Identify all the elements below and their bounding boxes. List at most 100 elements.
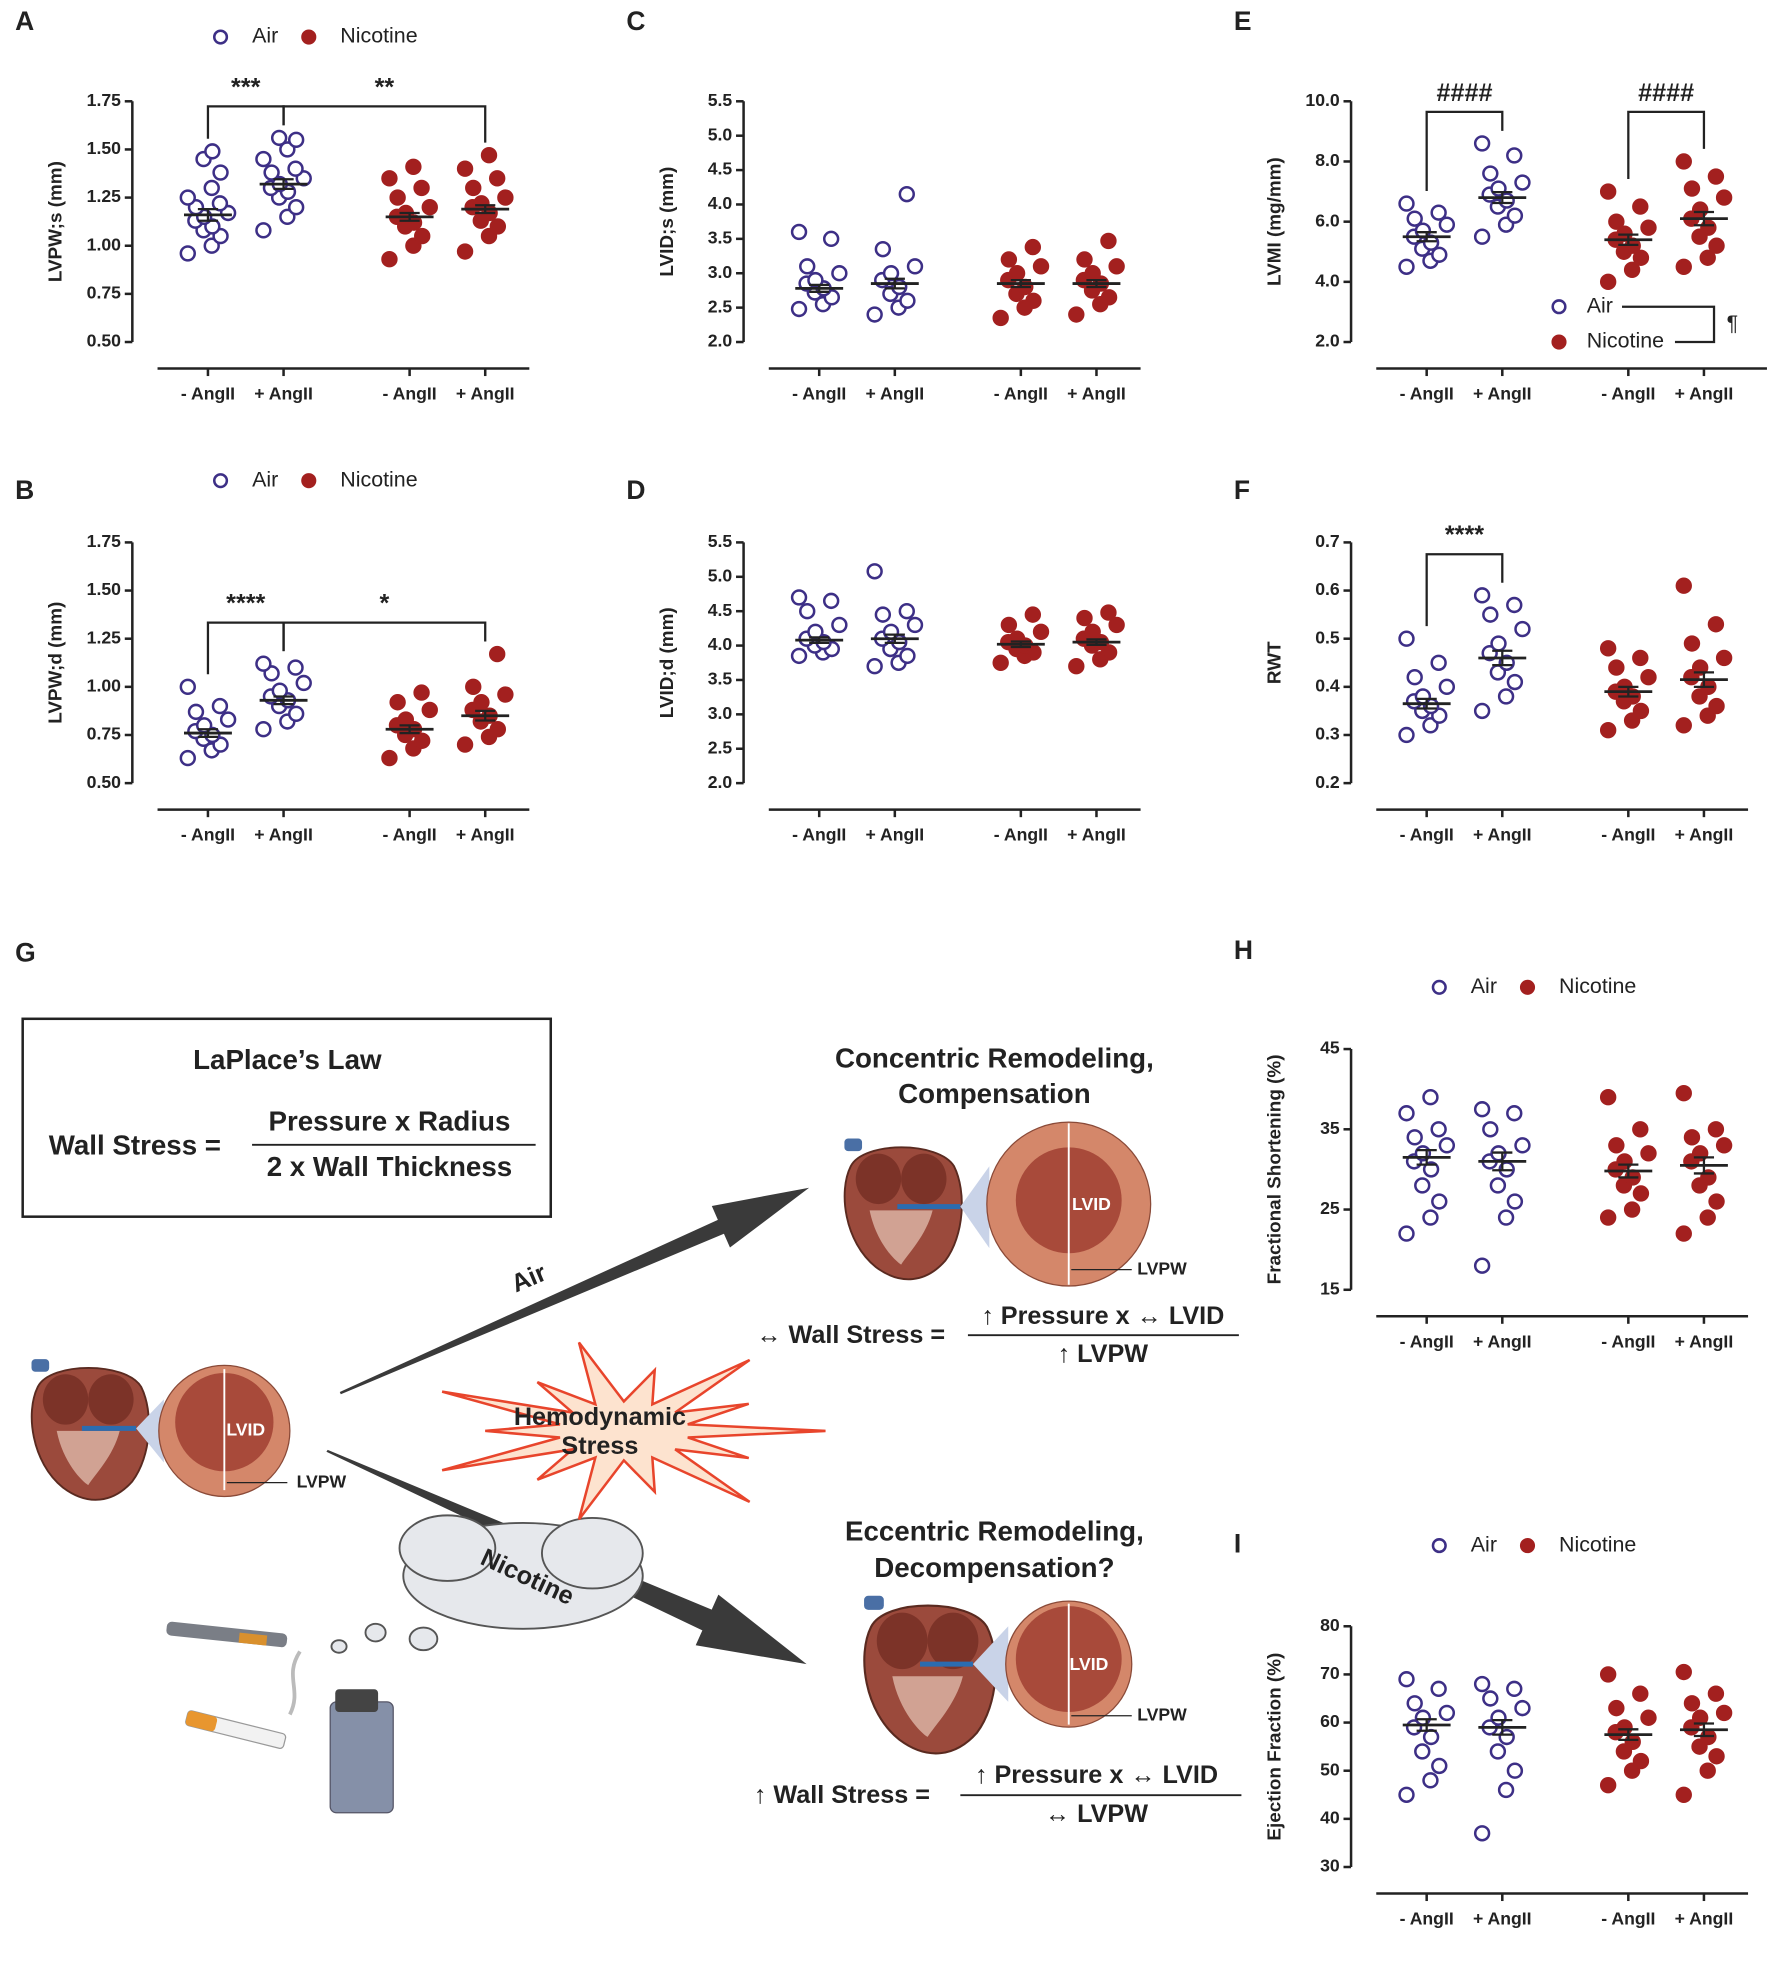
dot bbox=[465, 678, 482, 696]
dot bbox=[899, 647, 916, 665]
y-axis-label: LVMI (mg/mm) bbox=[1264, 157, 1285, 286]
dot bbox=[1430, 204, 1447, 221]
dot bbox=[1431, 246, 1448, 263]
sig-label: * bbox=[379, 590, 389, 618]
legend-marker bbox=[301, 29, 317, 45]
dot bbox=[1506, 1680, 1523, 1698]
dot bbox=[381, 170, 398, 187]
dot bbox=[1608, 1137, 1625, 1154]
remodel-title: Concentric Remodeling, bbox=[835, 1043, 1154, 1074]
y-tick-label: 8.0 bbox=[1315, 150, 1340, 170]
y-tick-label: 0.75 bbox=[87, 283, 122, 303]
dot bbox=[1608, 1699, 1625, 1717]
dot bbox=[1473, 1101, 1491, 1118]
dot bbox=[1100, 289, 1118, 306]
error-bar bbox=[1416, 697, 1437, 710]
y-tick-label: 1.50 bbox=[87, 138, 122, 158]
legend-label: Nicotine bbox=[1559, 974, 1636, 998]
error-bar bbox=[399, 724, 420, 735]
dot bbox=[1406, 210, 1423, 227]
dot bbox=[831, 616, 848, 634]
dot bbox=[1514, 620, 1531, 638]
dot bbox=[1482, 606, 1499, 623]
y-tick-label: 0.2 bbox=[1315, 772, 1340, 792]
y-tick-label: 2.5 bbox=[708, 296, 733, 316]
y-tick-label: 4.0 bbox=[1315, 270, 1340, 290]
dot bbox=[1473, 1257, 1491, 1274]
stress-lhs: ↔ Wall Stress = bbox=[756, 1321, 945, 1349]
panel-label: B bbox=[15, 475, 34, 505]
dot bbox=[1431, 1757, 1448, 1775]
dot bbox=[1506, 596, 1523, 614]
dot bbox=[421, 701, 438, 719]
legend-label: Nicotine bbox=[340, 24, 417, 48]
dot bbox=[421, 199, 438, 216]
dot bbox=[1398, 1225, 1415, 1242]
legend-marker bbox=[301, 473, 317, 489]
x-tick-label: + AngII bbox=[1675, 825, 1734, 845]
dot bbox=[866, 658, 883, 675]
dot bbox=[1473, 587, 1491, 604]
dot bbox=[1100, 644, 1118, 661]
lvpw-label: LVPW bbox=[1137, 1258, 1187, 1278]
dot bbox=[1430, 654, 1447, 671]
error-bar bbox=[1693, 1722, 1715, 1738]
dot bbox=[212, 164, 229, 181]
dot bbox=[1438, 1137, 1456, 1154]
dot bbox=[1422, 1089, 1439, 1106]
panel-label: D bbox=[626, 475, 645, 505]
dot bbox=[1632, 1185, 1650, 1202]
dot bbox=[1506, 1193, 1524, 1210]
dot bbox=[898, 602, 915, 620]
panel-label: H bbox=[1234, 935, 1253, 965]
remodel-title: Eccentric Remodeling, bbox=[845, 1515, 1144, 1546]
y-tick-label: 1.00 bbox=[87, 234, 122, 254]
dot bbox=[1414, 1743, 1431, 1760]
cloud bbox=[330, 1514, 644, 1654]
legend-marker bbox=[1431, 1538, 1447, 1554]
panel-label: A bbox=[15, 6, 34, 36]
dot bbox=[1398, 630, 1415, 647]
error-bar bbox=[273, 695, 294, 706]
x-tick-label: + AngII bbox=[1473, 384, 1532, 404]
dot bbox=[1506, 207, 1524, 224]
dot bbox=[1683, 180, 1701, 197]
dot bbox=[1024, 238, 1042, 256]
y-tick-label: 5.5 bbox=[708, 90, 733, 110]
error-bar bbox=[884, 633, 905, 644]
dot bbox=[1076, 609, 1093, 627]
error-bar bbox=[475, 204, 496, 215]
sig-label: #### bbox=[1638, 79, 1694, 107]
dot bbox=[1473, 1675, 1491, 1693]
y-tick-label: 2.0 bbox=[708, 331, 733, 351]
dot bbox=[1708, 237, 1725, 254]
law-lhs: Wall Stress = bbox=[49, 1130, 221, 1161]
dot bbox=[1422, 1772, 1439, 1789]
y-tick-label: 40 bbox=[1320, 1808, 1340, 1828]
dot bbox=[1675, 577, 1692, 594]
dot bbox=[1414, 1177, 1431, 1194]
y-axis-label: LVPW;d (mm) bbox=[46, 602, 67, 724]
y-axis-label: LVID;s (mm) bbox=[657, 167, 678, 277]
dot bbox=[790, 647, 808, 665]
legend-label: Air bbox=[252, 24, 278, 48]
dot bbox=[389, 694, 406, 711]
dot bbox=[1506, 1762, 1524, 1779]
dot bbox=[255, 655, 272, 672]
error-bar bbox=[1086, 278, 1107, 289]
y-tick-label: 35 bbox=[1320, 1118, 1340, 1138]
error-bar bbox=[1010, 278, 1031, 289]
x-tick-label: + AngII bbox=[456, 825, 515, 845]
dot bbox=[1514, 1137, 1531, 1154]
dot bbox=[1497, 688, 1515, 705]
dot bbox=[480, 147, 498, 164]
dot bbox=[1632, 702, 1650, 720]
y-tick-label: 5.0 bbox=[708, 124, 733, 144]
y-tick-label: 0.75 bbox=[87, 724, 122, 744]
dot bbox=[456, 243, 474, 260]
x-tick-label: - AngII bbox=[792, 384, 846, 404]
dot bbox=[1683, 1129, 1701, 1146]
y-tick-label: 60 bbox=[1320, 1711, 1340, 1731]
x-tick-label: - AngII bbox=[1400, 1331, 1454, 1351]
dot bbox=[1473, 135, 1491, 152]
